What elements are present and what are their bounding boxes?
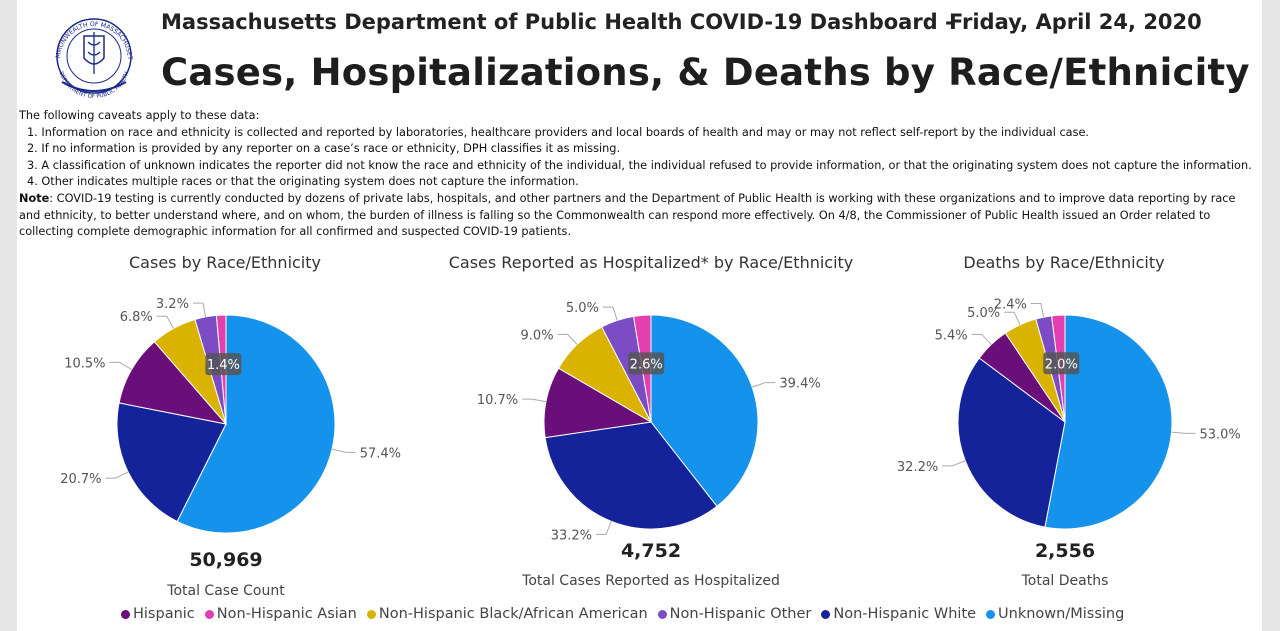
hospitalized-data-label: 9.0%	[521, 328, 554, 343]
caveats-intro: The following caveats apply to these dat…	[19, 109, 260, 122]
note-paragraph: Note: COVID-19 testing is currently cond…	[19, 191, 1259, 241]
legend-item: Non-Hispanic White	[821, 606, 976, 622]
cases-leader-line	[105, 471, 129, 479]
note-label: Note	[19, 191, 50, 205]
cases-leader-line	[331, 448, 356, 453]
legend-label: Non-Hispanic Black/African American	[378, 606, 648, 622]
page-title: Cases, Hospitalizations, & Deaths by Rac…	[161, 51, 1250, 94]
hospitalized-slice	[544, 421, 718, 530]
deaths-leader-line	[1004, 311, 1021, 326]
legend-swatch	[657, 609, 667, 619]
hospitalized-data-label: 2.6%	[630, 357, 663, 372]
total-deaths: 2,556	[1034, 540, 1096, 562]
cases-slice	[176, 314, 336, 534]
caveat-item: 4. Other indicates multiple races or tha…	[27, 175, 579, 189]
cases-pie: 57.4% 20.7% 10.5% 6.8%3.2% 1.4%	[60, 297, 401, 534]
legend-label: Non-Hispanic Asian	[216, 606, 357, 622]
total-hospitalized-label: Total Cases Reported as Hospitalized	[522, 573, 780, 589]
deaths-leader-line	[1171, 431, 1196, 434]
cases-data-label: 20.7%	[60, 472, 101, 487]
total-case-count: 50,969	[189, 549, 263, 571]
deaths-data-label: 5.0%	[967, 306, 1000, 321]
caveat-item: 3. A classification of unknown indicates…	[27, 158, 1252, 172]
deaths-tooltip-box	[1043, 352, 1080, 375]
legend-label: Hispanic	[133, 606, 195, 622]
cases-slice	[118, 341, 228, 425]
cases-tooltip-box	[205, 353, 242, 376]
dashboard-title: Massachusetts Department of Public Healt…	[161, 10, 954, 34]
dph-seal-logo: COMMONWEALTH OF MASSACHUSETTS DEPARTMENT…	[38, 0, 133, 100]
hospitalized-pie: 39.4% 33.2% 10.7% 9.0% 5.0% 2.6%	[477, 301, 821, 543]
cases-data-label: 57.4%	[360, 446, 401, 461]
hospitalized-leader-line	[602, 306, 618, 321]
report-date: Friday, April 24, 2020	[949, 10, 1202, 34]
deaths-data-label: 5.4%	[935, 328, 968, 343]
caveat-item: 1. Information on race and ethnicity is …	[27, 125, 1090, 139]
legend-item: Non-Hispanic Other	[657, 606, 812, 622]
cases-leader-line	[192, 302, 207, 318]
total-deaths-label: Total Deaths	[1021, 573, 1109, 589]
hospitalized-slice	[650, 314, 759, 507]
deaths-leader-line	[1030, 302, 1045, 318]
hospitalized-data-label: 39.4%	[779, 377, 820, 392]
pie-charts: 57.4% 20.7% 10.5% 6.8%3.2% 1.4% 39.4% 33.2% 10.…	[60, 297, 1241, 543]
cases-leader-line	[156, 315, 174, 329]
hospitalized-leader-line	[557, 333, 578, 345]
deaths-leader-line	[971, 333, 992, 345]
legend-item: Non-Hispanic Black/African American	[366, 606, 648, 622]
cases-slice	[116, 402, 227, 523]
hospitalized-leader-line	[596, 521, 612, 535]
hosp-chart-title: Cases Reported as Hospitalized* by Race/…	[448, 253, 854, 272]
cases-data-label: 3.2%	[156, 297, 189, 312]
deaths-data-label: 2.4%	[994, 297, 1027, 312]
dashboard-page: COMMONWEALTH OF MASSACHUSETTS DEPARTMENT…	[17, 0, 1262, 631]
legend-item: Non-Hispanic Asian	[204, 606, 357, 622]
cases-data-label: 1.4%	[207, 358, 240, 373]
hospitalized-tooltip-box	[628, 352, 665, 375]
legend-item: Unknown/Missing	[986, 606, 1124, 622]
legend-item: Hispanic	[121, 606, 195, 622]
legend-swatch	[821, 609, 831, 619]
legend-label: Unknown/Missing	[998, 606, 1125, 622]
deaths-data-label: 53.0%	[1199, 427, 1240, 442]
cases-leader-line	[109, 361, 132, 370]
legend-swatch	[121, 609, 130, 619]
deaths-data-label: 2.0%	[1045, 357, 1078, 372]
legend-label: Non-Hispanic Other	[669, 606, 812, 622]
hospitalized-data-label: 10.7%	[477, 393, 518, 408]
cases-chart-title: Cases by Race/Ethnicity	[129, 253, 321, 272]
legend-swatch	[366, 609, 376, 619]
chart-legend: Hispanic Non-Hispanic Asian Non-Hispanic B…	[121, 606, 1124, 622]
caveats-block: The following caveats apply to these dat…	[19, 108, 1259, 241]
deaths-pie: 53.0% 32.2% 5.4% 5.0%2.4% 2.0%	[897, 297, 1241, 530]
note-text: : COVID-19 testing is currently conducte…	[19, 191, 1236, 239]
hospitalized-data-label: 33.2%	[551, 528, 592, 543]
cases-data-label: 6.8%	[120, 310, 153, 325]
deaths-chart-title: Deaths by Race/Ethnicity	[963, 253, 1165, 272]
caveat-item: 2. If no information is provided by any …	[27, 142, 621, 156]
deaths-data-label: 32.2%	[897, 460, 938, 475]
total-case-count-label: Total Case Count	[167, 583, 285, 599]
hospitalized-slice	[543, 367, 653, 439]
deaths-leader-line	[942, 460, 966, 467]
cases-data-label: 10.5%	[64, 356, 105, 371]
legend-swatch	[986, 609, 996, 619]
hospitalized-leader-line	[522, 398, 547, 403]
legend-label: Non-Hispanic White	[833, 606, 977, 622]
hospitalized-data-label: 5.0%	[566, 301, 599, 316]
hospitalized-leader-line	[752, 382, 776, 388]
total-hospitalized: 4,752	[620, 540, 682, 562]
legend-swatch	[204, 609, 214, 619]
